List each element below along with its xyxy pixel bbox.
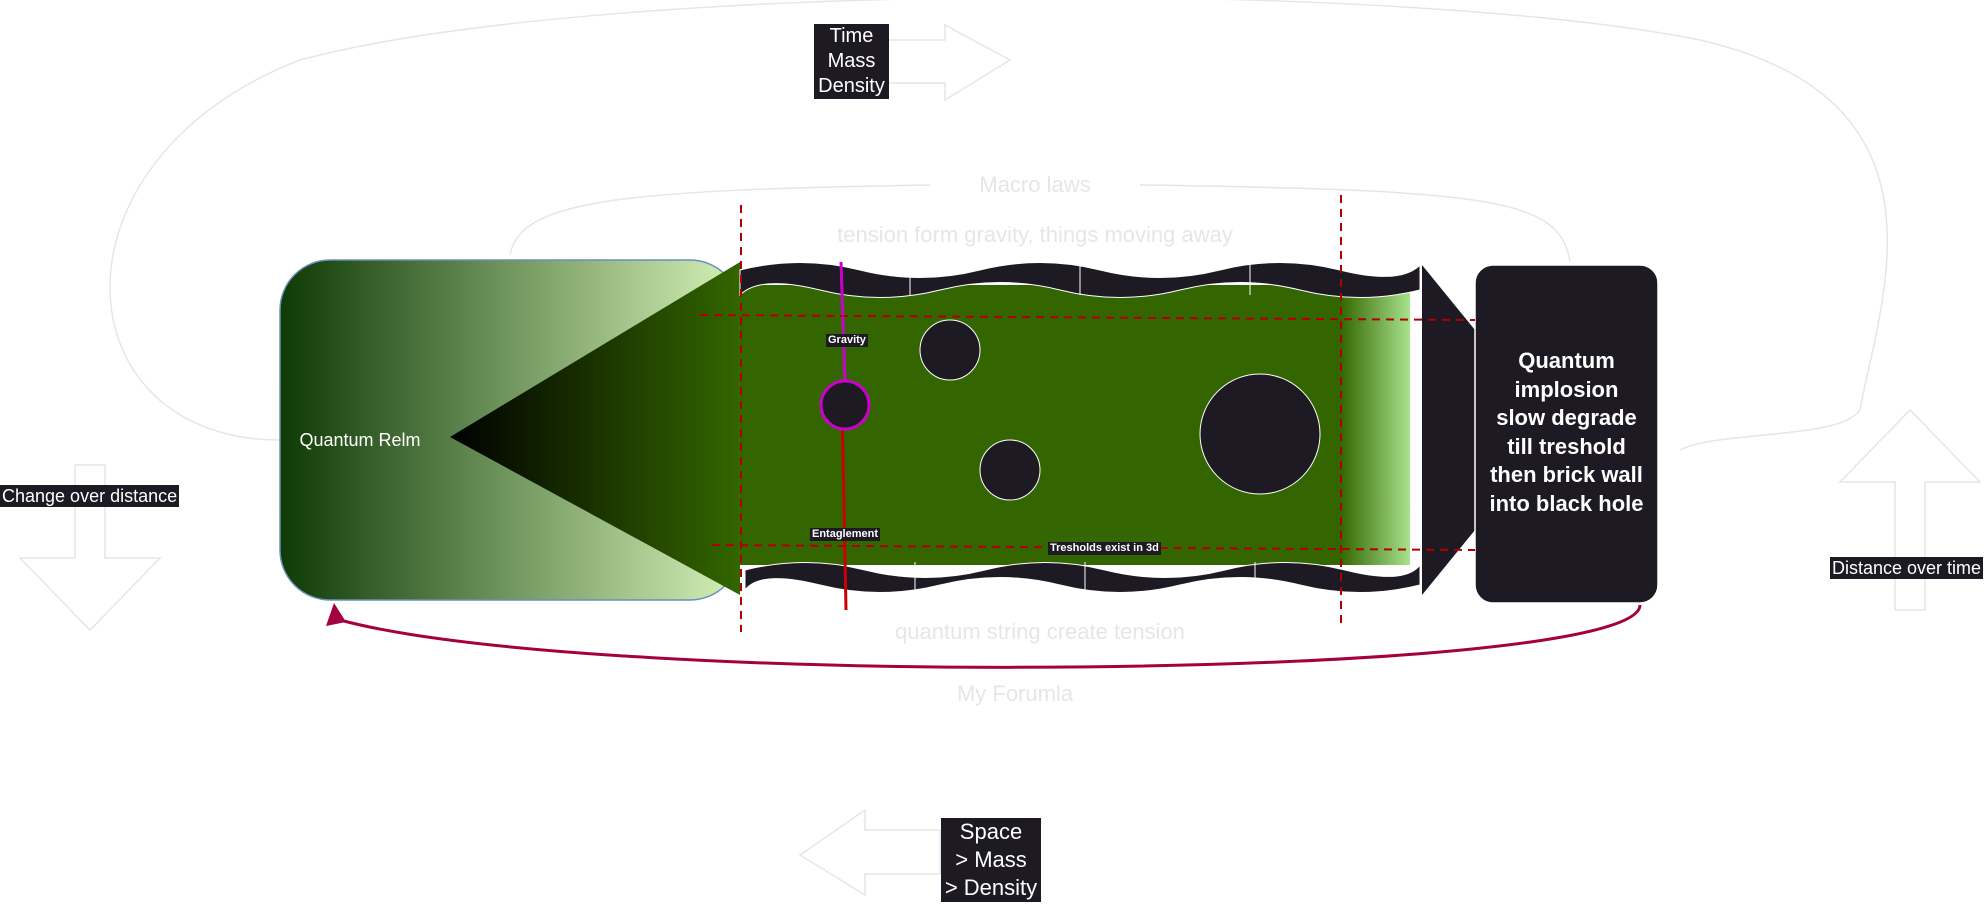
end-chevron [1422, 265, 1475, 595]
implosion-line-3: slow degrade [1496, 405, 1637, 430]
return-loop-arrowhead [326, 603, 346, 626]
quantum-string-label: quantum string create tension [895, 619, 1185, 644]
change-over-distance-label: Change over distance [0, 485, 180, 507]
entaglement-line [840, 404, 848, 611]
bottom-wave-strip [744, 562, 1421, 593]
quantum-implosion-label: Quantum implosion slow degrade till tres… [1475, 347, 1658, 518]
implosion-line-1: Quantum [1518, 348, 1615, 373]
threshold-horizontal-top [699, 314, 1476, 321]
implosion-line-5: then brick wall [1490, 462, 1643, 487]
space-mass-label: > Mass [955, 847, 1027, 872]
implosion-line-4: till treshold [1507, 433, 1626, 459]
entangled-particle [819, 379, 871, 431]
distance-over-time-label: Distance over time [1830, 557, 1984, 579]
left-arrow-outline [798, 808, 941, 897]
macro-arc [509, 184, 1571, 263]
entaglement-label: Entaglement [810, 528, 881, 541]
down-arrow-outline [18, 464, 162, 632]
time-mass-density-label: Time Mass Density [814, 24, 889, 99]
macro-laws-label: Macro laws [930, 172, 1140, 198]
density-label: Density [818, 75, 885, 97]
my-formula-label: My Forumla [956, 681, 1074, 706]
green-band-end [1340, 285, 1410, 565]
time-label: Time [829, 25, 874, 47]
return-loop-arrow [339, 604, 1642, 669]
tresholds-label: Tresholds exist in 3d [1048, 542, 1161, 555]
implosion-line-6: into black hole [1489, 490, 1644, 516]
implosion-box [1474, 264, 1659, 604]
gravity-label: Gravity [826, 334, 868, 347]
mass-label: Mass [827, 50, 876, 72]
mass-circle-large [1199, 373, 1321, 495]
gravity-line [839, 261, 847, 383]
tension-gravity-label: tension form gravity, things moving away [837, 222, 1233, 247]
outer-loop-outline [109, 0, 1888, 451]
right-arrow-outline [884, 23, 1012, 102]
implosion-line-2: implosion [1514, 376, 1619, 402]
space-density-label: > Density [944, 875, 1038, 900]
space-label: Space [959, 819, 1023, 844]
funnel-triangle [450, 262, 740, 595]
mass-circle-small [919, 319, 981, 381]
mass-circle-medium [979, 439, 1041, 501]
space-mass-density-label: Space > Mass > Density [941, 818, 1041, 902]
up-arrow-outline [1838, 408, 1982, 611]
quantum-relm-label: Quantum Relm [299, 430, 421, 450]
